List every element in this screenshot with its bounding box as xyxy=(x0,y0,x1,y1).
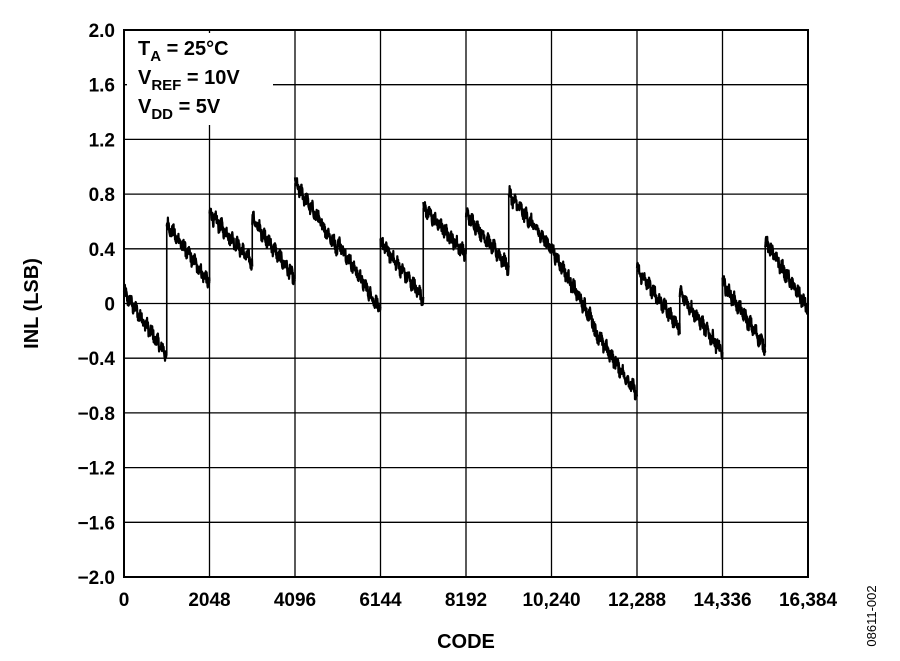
y-tick-label: 1.2 xyxy=(89,130,115,151)
annotation-line: TA = 25°C xyxy=(138,38,229,65)
inl-segment-8 xyxy=(464,207,510,277)
inl-segment-13 xyxy=(678,285,724,360)
x-tick-label: 4096 xyxy=(274,590,316,611)
inl-segment-11 xyxy=(593,323,639,401)
plot-frame xyxy=(123,29,809,578)
y-tick-label: 2.0 xyxy=(89,21,115,42)
y-axis-title: INL (LSB) xyxy=(21,258,43,349)
figure-id: 08611-002 xyxy=(864,585,879,646)
series-layer xyxy=(122,177,810,401)
x-tick-label: 6144 xyxy=(359,590,402,611)
inl-segment-14 xyxy=(721,275,767,356)
x-tick-labels: 0 2048 4096 6144 8192 10,240 12,288 14,336 16,38… xyxy=(119,590,838,611)
y-tick-label: −2.0 xyxy=(77,568,115,589)
y-tick-label: −0.8 xyxy=(77,404,115,425)
x-tick-label: 16,384 xyxy=(779,590,838,611)
y-tick-label: −1.6 xyxy=(77,513,115,534)
y-tick-label: 0.8 xyxy=(89,185,115,206)
y-tick-label: −1.2 xyxy=(77,459,115,480)
inl-segment-12 xyxy=(635,261,681,336)
y-tick-label: −0.4 xyxy=(77,349,115,370)
inl-segment-5 xyxy=(336,236,382,313)
x-tick-label: 2048 xyxy=(188,590,230,611)
x-tick-label: 10,240 xyxy=(522,590,580,611)
y-tick-labels: 2.0 1.6 1.2 0.8 0.4 0 −0.4 −0.8 −1.2 −1.6 −2.0 xyxy=(77,21,115,589)
inl-segment-15 xyxy=(764,235,810,315)
x-tick-label: 12,288 xyxy=(608,590,666,611)
inl-segment-1 xyxy=(165,216,211,289)
inl-segment-7 xyxy=(422,201,468,262)
inl-segment-9 xyxy=(507,185,553,254)
inl-segment-10 xyxy=(550,243,596,333)
y-tick-label: 0.4 xyxy=(89,240,116,261)
annotation-line: VDD = 5V xyxy=(138,96,221,123)
inl-segment-6 xyxy=(379,236,425,307)
y-tick-label: 1.6 xyxy=(89,76,115,97)
annotation-line: VREF = 10V xyxy=(138,67,240,94)
inl-segment-2 xyxy=(208,207,254,271)
inl-segment-4 xyxy=(293,177,339,257)
inl-segment-0 xyxy=(122,283,168,362)
y-tick-label: 0 xyxy=(104,295,115,316)
x-tick-label: 0 xyxy=(119,590,130,611)
inl-segment-3 xyxy=(251,210,296,286)
x-tick-label: 14,336 xyxy=(693,590,751,611)
x-axis-title: CODE xyxy=(437,631,495,653)
x-tick-label: 8192 xyxy=(445,590,487,611)
annotation-background xyxy=(127,33,273,125)
